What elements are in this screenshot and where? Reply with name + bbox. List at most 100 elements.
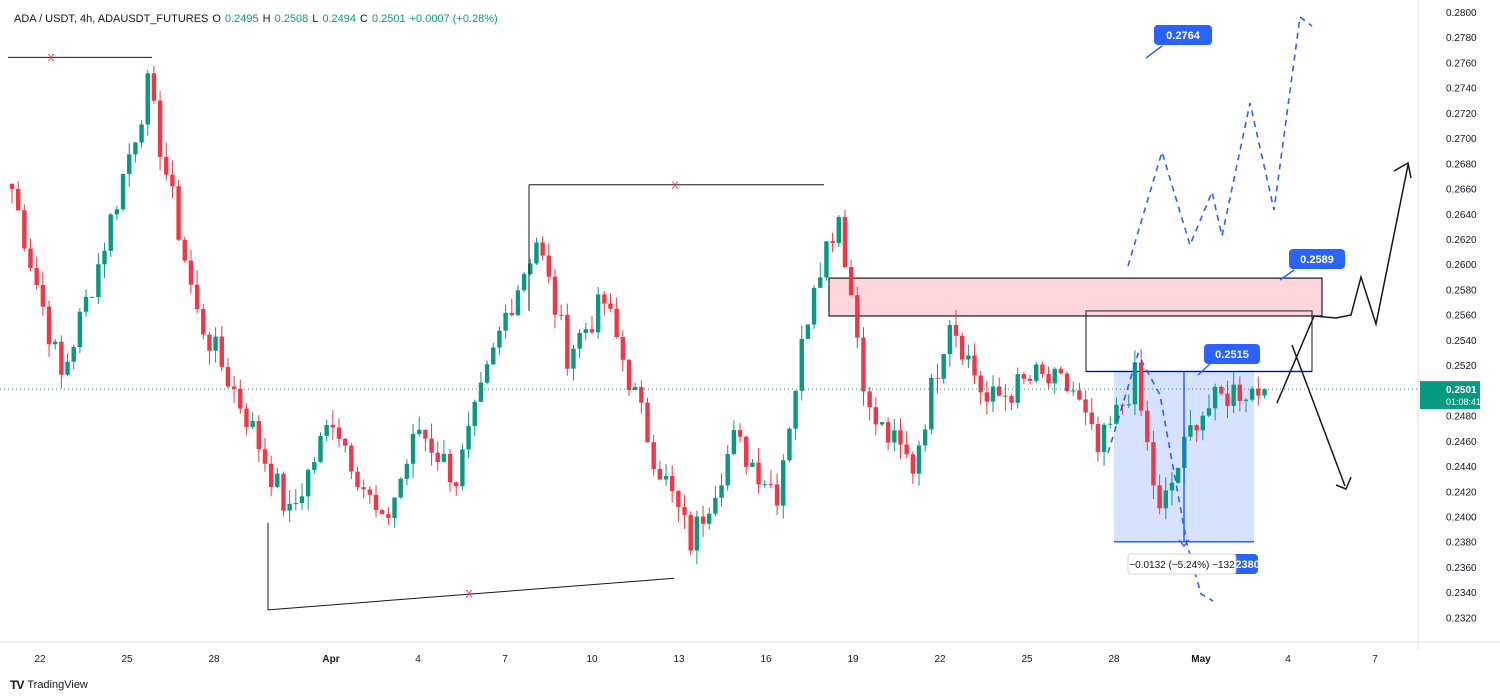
measure-readout-text: −0.0132 (−5.24%) −132: [1129, 560, 1235, 571]
candle-body: [429, 438, 434, 453]
tradingview-logo[interactable]: TV TradingView: [10, 678, 88, 692]
last-price-countdown: 01:08:41: [1446, 397, 1481, 407]
candle-body: [953, 324, 959, 336]
candle-body: [59, 341, 64, 375]
time-tick-label: 4: [415, 654, 421, 665]
candle-body: [133, 142, 138, 155]
candle-body: [15, 188, 21, 211]
top-target-tag-text: 0.2764: [1166, 30, 1201, 42]
candle-body: [916, 445, 922, 474]
candle-body: [151, 73, 157, 101]
arrow-head-down: [1335, 476, 1352, 490]
candle-body: [318, 435, 323, 463]
candle-body: [620, 337, 626, 360]
candle-body: [1052, 368, 1057, 384]
candle-body: [287, 503, 292, 511]
candle-body: [824, 241, 829, 278]
candle-body: [818, 277, 823, 288]
candle-body: [238, 388, 243, 409]
candle-body: [540, 242, 545, 256]
symbol-title[interactable]: ADA / USDT, 4h, ADAUSDT_FUTURES: [14, 13, 209, 25]
candle-body: [1132, 362, 1138, 405]
price-tick-label: 0.2560: [1446, 311, 1477, 322]
candle-body: [1194, 425, 1199, 431]
candle-body: [1256, 388, 1261, 396]
price-tick-label: 0.2620: [1446, 235, 1477, 246]
candle-body: [380, 510, 385, 515]
candle-body: [1108, 423, 1113, 425]
candle-body: [885, 422, 891, 443]
candle-body: [966, 355, 971, 360]
candle-body: [811, 287, 817, 325]
price-tick-label: 0.2540: [1446, 336, 1477, 347]
price-axis[interactable]: 0.2800 0.2780 0.2760 0.2740 0.2720 0.2700 0.26…: [1417, 0, 1477, 650]
tradingview-brand: TradingView: [27, 679, 88, 691]
candle-body: [632, 387, 638, 391]
swing-low-line: [267, 577, 675, 611]
candle-body: [935, 377, 940, 379]
candle-body: [929, 377, 934, 430]
price-tick-label: 0.2320: [1446, 613, 1477, 624]
candle-body: [855, 295, 860, 338]
legend-header: ADA / USDT, 4h, ADAUSDT_FUTURES O 0.2495 …: [14, 13, 498, 25]
candle-body: [355, 471, 360, 488]
top-target-tag: 0.2764: [1154, 25, 1212, 45]
resistance-tag: 0.2589: [1289, 249, 1345, 269]
candle-body: [546, 255, 551, 277]
candle-body: [386, 514, 391, 519]
candle-body: [879, 422, 885, 425]
candle-body: [1219, 386, 1224, 394]
candle-body: [90, 296, 95, 298]
candle-body: [972, 355, 977, 376]
x-mark: X: [465, 588, 473, 600]
price-tick-label: 0.2360: [1446, 563, 1477, 574]
time-tick-label: 10: [586, 654, 598, 665]
candle-body: [170, 174, 175, 187]
last-price-bg: [1420, 381, 1480, 410]
candle-body: [521, 273, 527, 291]
candle-body: [164, 156, 169, 175]
candle-body: [898, 430, 903, 445]
candle-body: [497, 330, 502, 348]
time-tick-label: 16: [760, 654, 772, 665]
last-price-value: 0.2501: [1446, 385, 1477, 396]
candle-body: [454, 482, 459, 487]
candle-body: [52, 341, 58, 345]
time-axis[interactable]: 22 25 28 Apr 4 7 10 13 16 19 22 25 28 May 4 7: [0, 641, 1500, 665]
projected-black-up: [1276, 164, 1409, 404]
candle-body: [1064, 373, 1070, 392]
time-tick-label: 22: [34, 654, 46, 665]
candle-body: [404, 463, 410, 479]
candle-body: [626, 359, 632, 391]
time-tick-label: May: [1191, 654, 1211, 665]
candle-body: [595, 294, 601, 333]
candle-body: [1206, 408, 1212, 416]
resistance-tag-bg: [1289, 249, 1345, 269]
candle-body: [910, 454, 916, 474]
price-tick-label: 0.2740: [1446, 84, 1477, 95]
range-high-tag-bg: [1204, 344, 1260, 364]
open-value: 0.2495: [224, 13, 259, 25]
candle-body: [830, 241, 835, 244]
time-tick-label: 4: [1285, 654, 1291, 665]
candle-body: [1212, 386, 1218, 409]
resistance-tag-text: 0.2589: [1300, 254, 1334, 266]
candle-body: [22, 210, 27, 249]
candle-body: [392, 497, 397, 519]
candle-body: [589, 329, 595, 333]
candle-body: [441, 453, 447, 463]
candle-body: [145, 73, 150, 125]
candle-body: [1163, 490, 1168, 509]
candle-body: [40, 285, 46, 307]
candle-body: [1175, 467, 1181, 483]
x-mark: X: [671, 180, 679, 192]
candle-body: [349, 445, 354, 472]
projected-bear-path: [1107, 351, 1214, 602]
candle-body: [361, 487, 366, 490]
high-value: 0.2508: [274, 13, 309, 25]
candle-body: [1145, 410, 1150, 443]
price-tick-label: 0.2600: [1446, 260, 1477, 271]
candle-body: [651, 442, 656, 470]
